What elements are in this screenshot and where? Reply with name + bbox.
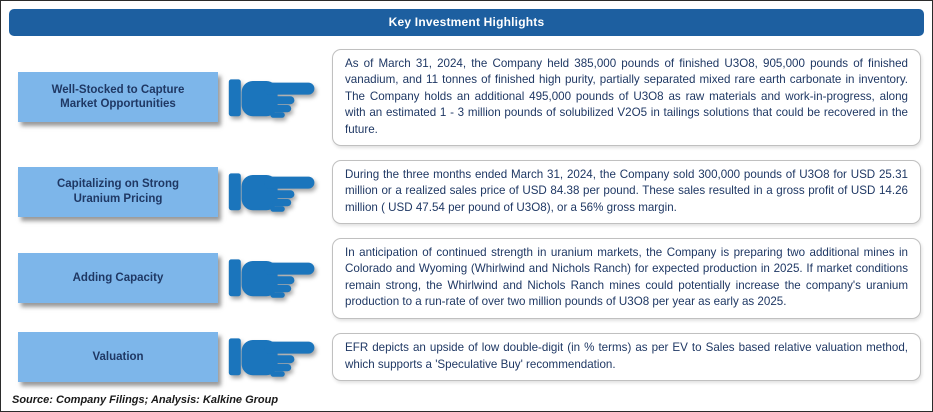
- pointing-hand-icon: [228, 332, 316, 382]
- highlight-label-box: Capitalizing on Strong Uranium Pricing: [18, 166, 218, 217]
- highlight-label: Capitalizing on Strong Uranium Pricing: [56, 177, 180, 205]
- highlight-text: As of March 31, 2024, the Company held 3…: [345, 56, 908, 136]
- highlight-text-card: As of March 31, 2024, the Company held 3…: [332, 48, 921, 147]
- highlight-label: Well-Stocked to Capture Market Opportuni…: [51, 83, 185, 111]
- source-note: Source: Company Filings; Analysis: Kalki…: [12, 394, 279, 406]
- highlight-label-box: Well-Stocked to Capture Market Opportuni…: [18, 72, 218, 123]
- highlight-label-box: Adding Capacity: [18, 253, 218, 304]
- highlight-label: Valuation: [92, 350, 144, 363]
- highlight-text-card: During the three months ended March 31, …: [332, 159, 921, 225]
- highlight-row-pricing: Capitalizing on Strong Uranium Pricing D…: [8, 159, 925, 225]
- page-title: Key Investment Highlights: [388, 15, 545, 29]
- highlight-label: Adding Capacity: [72, 271, 164, 284]
- highlight-text: During the three months ended March 31, …: [345, 167, 908, 214]
- pointing-hand-icon: [228, 73, 316, 123]
- highlight-text-card: In anticipation of continued strength in…: [332, 237, 921, 319]
- highlight-row-capacity: Adding Capacity In anticipation of conti…: [8, 237, 925, 319]
- highlight-row-valuation: Valuation EFR depicts an upside of low d…: [8, 332, 925, 383]
- highlight-label-box: Valuation: [18, 332, 218, 383]
- highlight-row-inventory: Well-Stocked to Capture Market Opportuni…: [8, 48, 925, 147]
- highlight-text-card: EFR depicts an upside of low double-digi…: [332, 333, 921, 382]
- pointing-hand-icon: [228, 253, 316, 303]
- highlight-text: EFR depicts an upside of low double-digi…: [345, 341, 908, 371]
- pointing-hand-icon: [228, 167, 316, 217]
- highlight-text: In anticipation of continued strength in…: [345, 245, 908, 309]
- header-bar: Key Investment Highlights: [9, 9, 924, 36]
- highlight-rows: Well-Stocked to Capture Market Opportuni…: [8, 40, 925, 391]
